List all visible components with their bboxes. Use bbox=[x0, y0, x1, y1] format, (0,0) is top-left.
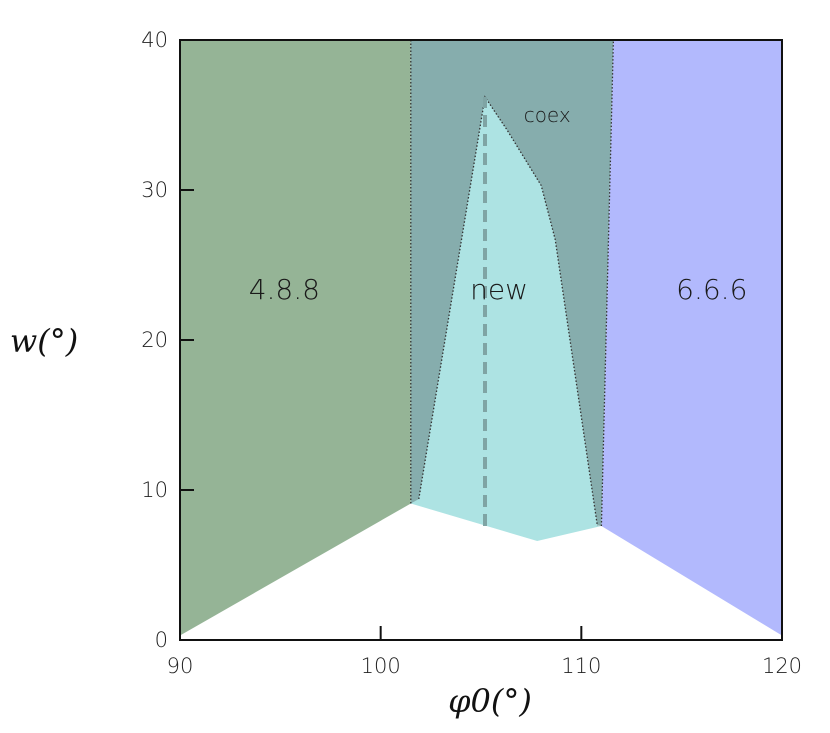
region-label-4-8-8: 4.8.8 bbox=[249, 273, 320, 306]
region-new bbox=[410, 97, 602, 541]
x-tick-label: 120 bbox=[762, 654, 802, 678]
x-tick-label: 90 bbox=[167, 654, 194, 678]
region-label-new: new bbox=[470, 273, 528, 306]
right-boundary bbox=[600, 39, 615, 527]
regions-layer bbox=[180, 40, 782, 636]
boundaries-layer bbox=[410, 39, 615, 527]
y-tick-label: 20 bbox=[141, 328, 168, 352]
axis-titles: φ0(°) w(°) bbox=[10, 322, 532, 720]
region-4-8-8 bbox=[180, 40, 411, 636]
y-tick-label: 10 bbox=[141, 478, 168, 502]
region-6-6-6 bbox=[601, 40, 782, 636]
y-tick-label: 30 bbox=[141, 178, 168, 202]
y-tick-label: 40 bbox=[141, 28, 168, 52]
new-phase-boundary bbox=[418, 95, 599, 527]
region-label-6-6-6: 6.6.6 bbox=[676, 273, 747, 306]
y-axis-label: w(°) bbox=[10, 322, 78, 360]
region-label-coex: coex bbox=[524, 103, 571, 127]
x-axis-label: φ0(°) bbox=[448, 682, 532, 720]
x-tick-label: 110 bbox=[561, 654, 601, 678]
ticks-layer: 90 100 110 120 0 10 20 30 40 bbox=[141, 28, 802, 678]
region-labels-layer: 4.8.8 coex 6.6.6 new bbox=[249, 103, 748, 306]
x-tick-label: 100 bbox=[361, 654, 401, 678]
y-tick-label: 0 bbox=[155, 628, 168, 652]
